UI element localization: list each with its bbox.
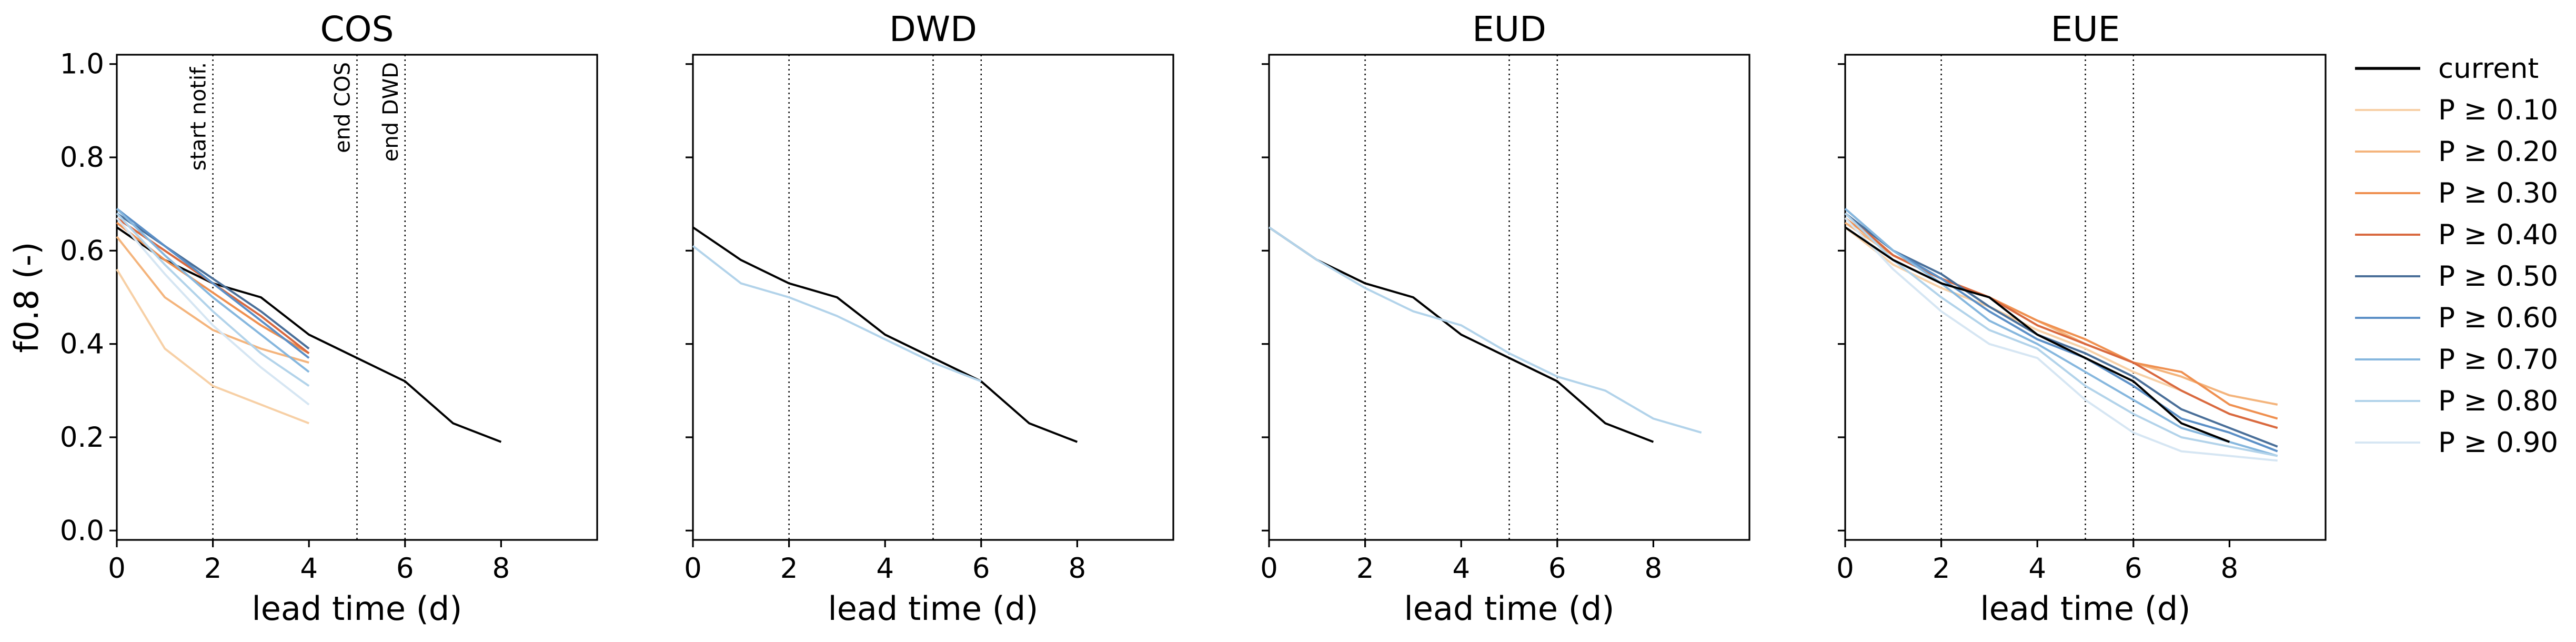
- legend-label: P ≥ 0.40: [2438, 219, 2558, 251]
- x-tick-label: 4: [300, 553, 318, 585]
- y-tick-label: 0.6: [60, 235, 104, 267]
- x-tick-label: 0: [1836, 553, 1854, 585]
- series-line: [1268, 226, 1654, 443]
- series-line: [116, 208, 310, 359]
- x-tick-label: 6: [2125, 553, 2142, 585]
- x-tick-label: 6: [1548, 553, 1566, 585]
- series-line: [1844, 222, 2278, 406]
- panel-title: EUE: [2051, 9, 2120, 49]
- x-tick-label: 6: [972, 553, 990, 585]
- series-line: [1844, 226, 2230, 443]
- x-axis-label: lead time (d): [1404, 589, 1615, 628]
- reference-line-label: end DWD: [379, 62, 403, 162]
- y-tick-label: 0.2: [60, 422, 104, 454]
- series-line: [1268, 226, 1702, 434]
- legend-label: P ≥ 0.30: [2438, 177, 2558, 209]
- y-tick-label: 1.0: [60, 48, 104, 81]
- series-line: [1844, 208, 2278, 457]
- legend-label: P ≥ 0.90: [2438, 427, 2558, 459]
- x-axis-label: lead time (d): [252, 589, 462, 628]
- x-tick-label: 0: [108, 553, 126, 585]
- y-tick-label: 0.0: [60, 515, 104, 547]
- legend-label: P ≥ 0.10: [2438, 94, 2558, 126]
- panel-title: DWD: [889, 9, 977, 49]
- legend-label: current: [2438, 53, 2539, 85]
- x-tick-label: 2: [780, 553, 798, 585]
- x-tick-label: 4: [2028, 553, 2046, 585]
- panel-title: COS: [320, 9, 394, 49]
- series-line: [1844, 212, 2278, 448]
- y-tick-label: 0.4: [60, 328, 104, 360]
- y-axis-label: f0.8 (-): [7, 242, 46, 353]
- x-axis-label: lead time (d): [1980, 589, 2191, 628]
- y-tick-label: 0.8: [60, 142, 104, 174]
- reference-line-label: end COS: [331, 62, 355, 153]
- x-tick-label: 8: [2221, 553, 2239, 585]
- reference-line-label: start notif.: [187, 62, 211, 170]
- series-line: [116, 236, 309, 364]
- series-line: [116, 208, 310, 373]
- x-tick-label: 2: [1356, 553, 1374, 585]
- legend-label: P ≥ 0.20: [2438, 136, 2558, 168]
- series-line: [692, 226, 1078, 443]
- series-line: [116, 213, 310, 387]
- series-line: [692, 245, 982, 383]
- series-line: [116, 217, 310, 354]
- x-tick-label: 0: [684, 553, 702, 585]
- series-line: [1844, 208, 2278, 453]
- x-tick-label: 2: [204, 553, 222, 585]
- series-line: [1844, 217, 2278, 462]
- x-tick-label: 8: [1069, 553, 1086, 585]
- series-line: [116, 212, 310, 350]
- series-line: [1844, 212, 2278, 429]
- series-line: [1844, 212, 2278, 457]
- x-tick-label: 8: [492, 553, 510, 585]
- x-tick-label: 6: [396, 553, 414, 585]
- x-axis-label: lead time (d): [828, 589, 1039, 628]
- legend-label: P ≥ 0.50: [2438, 260, 2558, 293]
- panel-title: EUD: [1472, 9, 1546, 49]
- x-tick-label: 0: [1260, 553, 1278, 585]
- x-tick-label: 4: [1452, 553, 1470, 585]
- series-line: [116, 226, 502, 443]
- x-tick-label: 2: [1933, 553, 1950, 585]
- legend-label: P ≥ 0.80: [2438, 385, 2558, 417]
- legend-label: P ≥ 0.60: [2438, 302, 2558, 334]
- legend-label: P ≥ 0.70: [2438, 344, 2558, 376]
- series-line: [1844, 226, 2278, 429]
- x-tick-label: 4: [876, 553, 894, 585]
- x-tick-label: 8: [1645, 553, 1663, 585]
- series-line: [116, 217, 310, 406]
- series-line: [116, 268, 309, 425]
